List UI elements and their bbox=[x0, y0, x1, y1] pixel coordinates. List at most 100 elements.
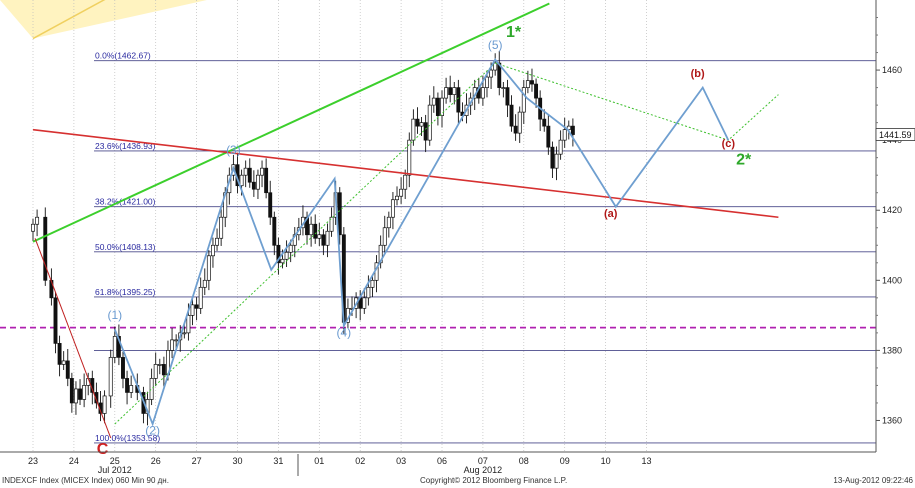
candle-up bbox=[280, 258, 285, 264]
candle-down bbox=[272, 216, 277, 246]
candle-up bbox=[112, 336, 117, 358]
footer-timestamp: 13-Aug-2012 09:22:46 bbox=[833, 476, 913, 485]
candle-up bbox=[35, 216, 40, 225]
candle-up bbox=[153, 364, 158, 379]
x-tick-label: 10 bbox=[601, 456, 611, 466]
x-tick-label: 25 bbox=[110, 456, 120, 466]
candle-down bbox=[57, 343, 62, 365]
candle-up bbox=[525, 80, 530, 88]
y-tick-label: 1400 bbox=[882, 275, 902, 285]
wave-label: (3) bbox=[226, 143, 241, 157]
candle-up bbox=[480, 87, 485, 99]
last-price-label: 1441.59 bbox=[879, 130, 912, 140]
y-tick-label: 1360 bbox=[882, 415, 902, 425]
fib-level-label: 38.2%(1421.00) bbox=[95, 197, 156, 207]
candle-down bbox=[505, 87, 510, 106]
month-label: Jul 2012 bbox=[98, 465, 132, 475]
candle-down bbox=[321, 234, 326, 246]
x-tick-label: 03 bbox=[396, 456, 406, 466]
x-tick-label: 23 bbox=[28, 456, 38, 466]
wave-label: 1* bbox=[506, 24, 522, 41]
candle-up bbox=[444, 87, 449, 99]
candle-up bbox=[366, 286, 371, 299]
wave-label: (a) bbox=[604, 208, 618, 220]
candle-down bbox=[546, 125, 551, 148]
fib-level-label: 61.8%(1395.25) bbox=[95, 287, 156, 297]
candle-up bbox=[149, 378, 154, 400]
candle-down bbox=[415, 118, 420, 127]
candle-up bbox=[243, 167, 248, 176]
candle-up bbox=[521, 87, 526, 113]
candle-up bbox=[386, 216, 391, 229]
candle-down bbox=[435, 97, 440, 116]
candle-up bbox=[554, 153, 559, 169]
candle-up bbox=[215, 237, 219, 246]
x-tick-label: 31 bbox=[273, 456, 283, 466]
candle-up bbox=[256, 174, 260, 190]
green-dotted-channel bbox=[114, 62, 496, 425]
wave-label: (5) bbox=[488, 38, 503, 52]
candle-up bbox=[288, 244, 293, 253]
candle-up bbox=[260, 167, 264, 176]
candle-up bbox=[329, 216, 334, 232]
candle-up bbox=[102, 395, 107, 414]
candle-down bbox=[456, 87, 461, 113]
y-tick-label: 1420 bbox=[882, 205, 902, 215]
x-tick-label: 02 bbox=[355, 456, 365, 466]
candle-down bbox=[268, 192, 273, 218]
candle-down bbox=[98, 402, 103, 414]
wave-label: (1) bbox=[107, 308, 122, 322]
candle-up bbox=[489, 69, 494, 78]
candle-up bbox=[403, 174, 408, 190]
footer-source: INDEXCF Index (MICEX Index) 060 Min 90 д… bbox=[2, 476, 169, 485]
candle-up bbox=[407, 139, 412, 176]
candle-down bbox=[534, 83, 539, 99]
candle-up bbox=[493, 62, 498, 71]
candle-down bbox=[94, 392, 99, 404]
candle-down bbox=[69, 378, 74, 404]
candle-down bbox=[509, 104, 514, 127]
candle-down bbox=[276, 244, 281, 264]
candle-down bbox=[247, 167, 252, 183]
candle-up bbox=[431, 97, 436, 106]
candle-up bbox=[206, 255, 211, 281]
candle-up bbox=[325, 230, 330, 246]
candle-up bbox=[157, 364, 162, 366]
candle-down bbox=[264, 167, 269, 194]
yellow-channel-line bbox=[32, 0, 106, 40]
candle-up bbox=[170, 339, 175, 351]
x-tick-label: 13 bbox=[641, 456, 651, 466]
footer-copyright: Copyright© 2012 Bloomberg Finance L.P. bbox=[420, 476, 568, 485]
x-tick-label: 27 bbox=[192, 456, 202, 466]
candle-up bbox=[517, 111, 522, 134]
green-channel-line bbox=[32, 2, 550, 243]
candle-up bbox=[390, 199, 395, 218]
plot-background bbox=[0, 0, 876, 452]
month-label: Aug 2012 bbox=[464, 465, 503, 475]
candle-up bbox=[370, 279, 375, 288]
candle-down bbox=[497, 62, 502, 88]
candle-down bbox=[49, 279, 54, 299]
last-price-box bbox=[875, 128, 915, 141]
candle-up bbox=[31, 223, 35, 232]
candle-up bbox=[562, 129, 567, 141]
candle-up bbox=[317, 234, 322, 239]
candle-up bbox=[485, 76, 489, 88]
candle-up bbox=[399, 188, 404, 197]
x-tick-label: 06 bbox=[437, 456, 447, 466]
candle-up bbox=[309, 223, 314, 236]
candle-up bbox=[202, 279, 207, 288]
candle-up bbox=[219, 216, 224, 239]
wave-label: 2* bbox=[736, 152, 752, 169]
fib-level-label: 23.6%(1436.93) bbox=[95, 141, 156, 151]
candle-down bbox=[337, 192, 342, 236]
candle-up bbox=[558, 139, 563, 155]
x-tick-label: 30 bbox=[232, 456, 242, 466]
candle-up bbox=[427, 104, 432, 141]
x-tick-label: 07 bbox=[478, 456, 488, 466]
candle-up bbox=[284, 251, 289, 260]
y-tick-label: 1460 bbox=[882, 65, 902, 75]
wave-label: C bbox=[97, 441, 109, 458]
candle-up bbox=[190, 304, 195, 316]
